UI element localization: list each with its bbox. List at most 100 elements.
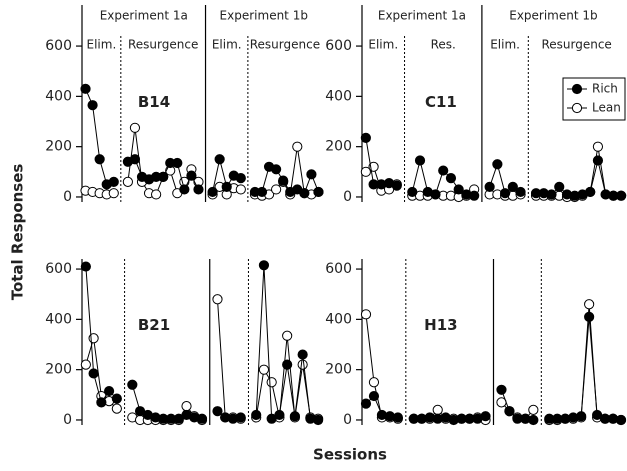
data-point (576, 411, 587, 422)
legend-marker (571, 102, 583, 114)
data-point (584, 311, 595, 322)
data-point (306, 169, 317, 180)
data-point (278, 175, 289, 186)
data-point (496, 384, 507, 395)
data-point (235, 173, 246, 184)
data-point (282, 330, 293, 341)
y-axis-label: Total Responses (9, 164, 27, 301)
experiment-label: Experiment 1b (220, 9, 308, 23)
phase-label: Elim. (490, 38, 520, 52)
legend-marker (571, 83, 583, 95)
y-tick-label: 0 (343, 189, 352, 205)
data-point (172, 157, 183, 169)
data-point (480, 411, 491, 422)
data-point (127, 379, 138, 390)
y-tick-label: 200 (45, 139, 72, 155)
data-point (129, 154, 141, 165)
data-point (186, 170, 197, 181)
data-point (391, 180, 402, 191)
data-point (546, 189, 557, 200)
data-point (360, 166, 371, 177)
data-point (214, 154, 225, 165)
phase-label: Res. (431, 38, 456, 52)
y-tick-label: 400 (325, 88, 352, 104)
phase-label: Elim. (368, 38, 398, 52)
data-point (313, 186, 324, 198)
data-point (592, 141, 604, 152)
data-point (271, 184, 282, 195)
y-tick-label: 0 (63, 412, 72, 428)
data-point (274, 409, 285, 421)
data-point (515, 186, 526, 198)
data-point (251, 409, 262, 421)
data-point (212, 406, 223, 417)
data-point (80, 359, 91, 370)
data-point (507, 181, 518, 193)
data-point (235, 184, 246, 195)
panel-title: B14 (138, 93, 170, 111)
data-point (360, 309, 372, 320)
legend-label: Lean (592, 101, 621, 115)
data-point (94, 154, 105, 165)
data-point (584, 299, 595, 310)
y-tick-label: 0 (343, 412, 352, 428)
data-point (585, 186, 596, 198)
data-point (297, 349, 308, 360)
data-point (235, 412, 246, 423)
data-point (258, 260, 270, 271)
data-point (297, 359, 308, 370)
data-point (212, 294, 223, 305)
data-point (88, 368, 99, 379)
data-point (96, 397, 107, 408)
data-point (207, 186, 218, 198)
data-point (299, 188, 310, 199)
phase-label: Resurgence (250, 38, 320, 52)
data-point (122, 176, 133, 187)
y-tick-label: 400 (45, 88, 72, 104)
legend-box (562, 77, 626, 121)
data-point (432, 404, 443, 416)
data-point (221, 181, 232, 193)
data-point (430, 189, 441, 200)
data-point (528, 414, 539, 426)
data-point (80, 83, 91, 94)
data-point (108, 188, 119, 199)
data-point (392, 412, 403, 423)
data-point (256, 186, 268, 198)
phase-label: Resurgence (541, 38, 611, 52)
data-point (103, 385, 115, 397)
y-tick-label: 600 (45, 38, 72, 54)
data-point (407, 186, 418, 198)
y-tick-label: 400 (325, 311, 352, 327)
data-point (368, 390, 380, 402)
data-point (151, 189, 162, 200)
data-point (292, 141, 303, 152)
data-point (592, 155, 604, 166)
data-point (289, 411, 301, 422)
data-point (181, 401, 192, 412)
phase-label: Elim. (87, 38, 117, 52)
data-point (615, 414, 627, 426)
data-point (313, 414, 324, 426)
data-point (108, 176, 119, 187)
data-point (492, 159, 503, 170)
y-tick-label: 0 (63, 189, 72, 205)
y-tick-label: 600 (325, 261, 352, 277)
experiment-label: Experiment 1b (509, 9, 597, 23)
data-point (158, 171, 169, 182)
panel-title: C11 (425, 93, 457, 111)
phase-label: Resurgence (128, 38, 198, 52)
phase-label: Elim. (212, 38, 242, 52)
data-point (469, 190, 480, 201)
data-point (282, 359, 293, 370)
data-point (414, 155, 426, 166)
experiment-label: Experiment 1a (100, 9, 188, 23)
data-point (554, 181, 565, 193)
data-point (87, 100, 98, 111)
y-tick-label: 600 (325, 38, 352, 54)
y-tick-label: 200 (45, 362, 72, 378)
data-point (504, 406, 515, 417)
experiment-label: Experiment 1a (378, 9, 466, 23)
